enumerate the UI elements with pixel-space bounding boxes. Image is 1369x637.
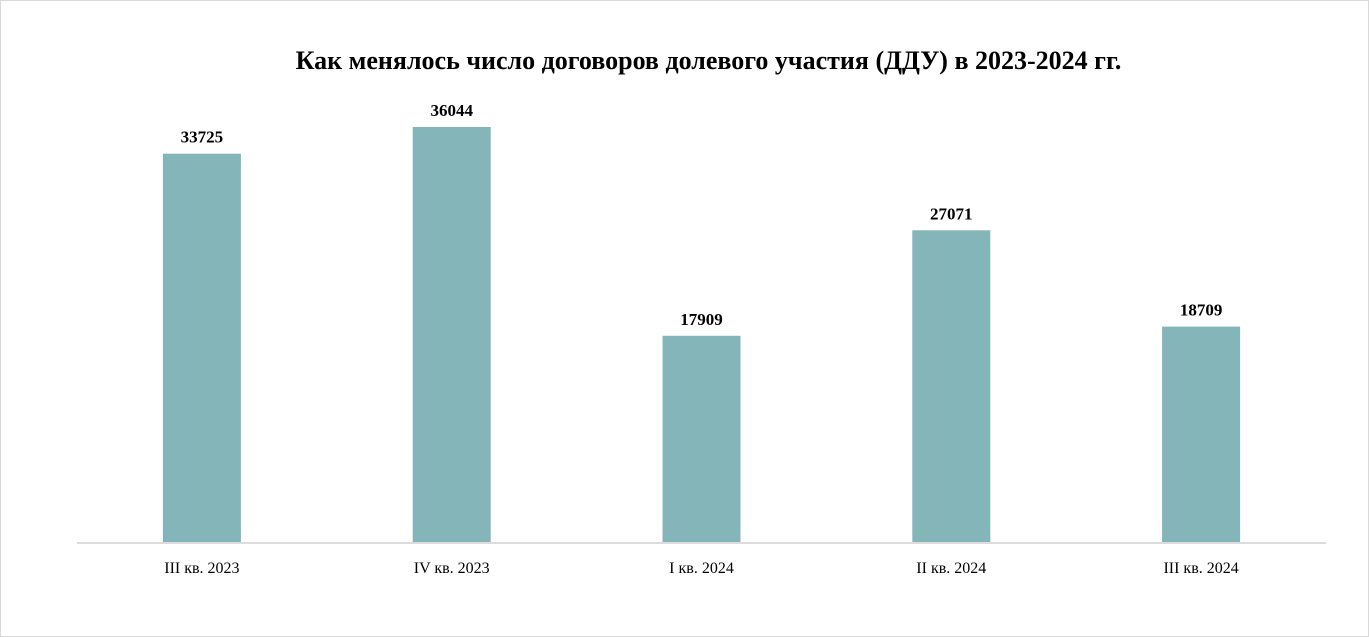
bar-2 (412, 127, 491, 542)
data-labels-layer: 33725 36044 17909 27071 18709 (181, 101, 1223, 329)
x-tick-label-1: III кв. 2023 (164, 560, 239, 577)
bar-3 (662, 335, 741, 542)
x-tick-label-4: II кв. 2024 (916, 560, 986, 577)
data-label-3: 17909 (680, 310, 723, 329)
x-tick-labels-layer: III кв. 2023 IV кв. 2023 I кв. 2024 II кв. … (164, 560, 1239, 577)
x-tick-label-5: III кв. 2024 (1163, 560, 1238, 577)
bar-4 (912, 230, 991, 543)
data-label-1: 33725 (181, 128, 224, 147)
bar-1 (162, 153, 241, 542)
x-tick-label-2: IV кв. 2023 (414, 560, 490, 577)
bars-layer (162, 127, 1241, 543)
data-label-2: 36044 (430, 101, 473, 120)
data-label-5: 18709 (1180, 301, 1223, 320)
chart-title: Как менялось число договоров долевого уч… (295, 46, 1122, 75)
bar-5 (1162, 326, 1241, 542)
x-tick-label-3: I кв. 2024 (669, 560, 734, 577)
data-label-4: 27071 (930, 204, 973, 223)
